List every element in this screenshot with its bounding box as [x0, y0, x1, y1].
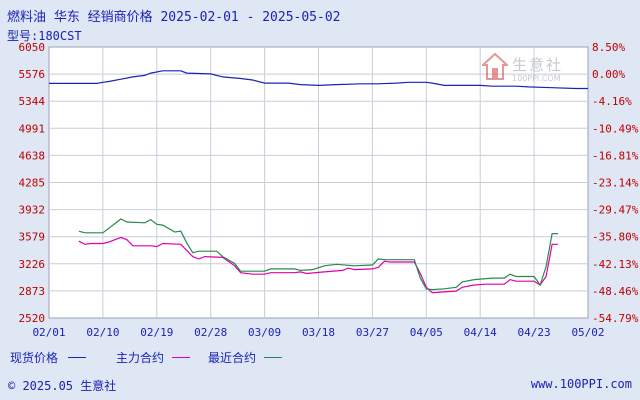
- x-tick-label: 04/14: [464, 326, 497, 339]
- x-tick-label: 02/28: [194, 326, 227, 339]
- x-tick-label: 03/18: [302, 326, 335, 339]
- y-tick-label-right: 8.50%: [592, 41, 625, 54]
- legend-main-line: [172, 357, 191, 358]
- watermark-url: 100PPI.COM: [512, 74, 561, 83]
- copyright: © 2025.05 生意社: [8, 379, 117, 393]
- y-tick-label-right: -54.79%: [592, 312, 639, 325]
- x-tick-label: 02/01: [32, 326, 65, 339]
- x-tick-label: 02/10: [86, 326, 119, 339]
- x-tick-label: 03/09: [248, 326, 281, 339]
- y-tick-label-left: 3932: [19, 204, 46, 217]
- y-tick-label-left: 6050: [19, 41, 46, 54]
- y-tick-label-left: 5576: [19, 68, 46, 81]
- legend-item-near: 最近合约: [208, 349, 283, 366]
- y-tick-label-left: 3579: [19, 231, 46, 244]
- y-tick-label-right: -16.81%: [592, 149, 639, 162]
- y-tick-label-left: 4991: [19, 122, 46, 135]
- y-tick-label-left: 3226: [19, 258, 46, 271]
- y-tick-label-left: 2520: [19, 312, 46, 325]
- series-line-spot: [49, 70, 588, 90]
- watermark: 生意社 100PPI.COM: [482, 50, 582, 90]
- legend-main-label: 主力合约: [116, 351, 165, 365]
- y-tick-label-right: -23.14%: [592, 177, 639, 190]
- y-tick-label-right: -4.16%: [592, 95, 632, 108]
- y-tick-label-right: -29.47%: [592, 204, 639, 217]
- y-tick-label-left: 2873: [19, 285, 46, 298]
- watermark-name: 生意社: [512, 56, 564, 74]
- series-line-near: [78, 218, 559, 291]
- legend-item-main: 主力合约: [116, 349, 191, 366]
- y-tick-label-right: -42.13%: [592, 258, 639, 271]
- y-tick-label-left: 4638: [19, 149, 46, 162]
- x-tick-label: 04/23: [518, 326, 551, 339]
- legend-spot-label: 现货价格: [10, 351, 59, 365]
- legend: 现货价格 主力合约 最近合约: [10, 349, 300, 366]
- x-tick-label: 03/27: [356, 326, 389, 339]
- y-tick-label-left: 4285: [19, 177, 46, 190]
- x-tick-label: 02/19: [140, 326, 173, 339]
- legend-near-line: [264, 357, 283, 358]
- legend-spot-line: [68, 357, 87, 358]
- y-tick-label-right: -48.46%: [592, 285, 639, 298]
- x-tick-label: 05/02: [571, 326, 604, 339]
- series-line-main: [78, 236, 559, 294]
- y-tick-label-left: 5344: [19, 95, 46, 108]
- house-logo-icon: [482, 52, 508, 80]
- y-tick-label-right: 0.00%: [592, 68, 625, 81]
- legend-near-label: 最近合约: [208, 351, 257, 365]
- model-label: 型号:180CST: [7, 29, 82, 43]
- x-tick-label: 04/05: [410, 326, 443, 339]
- page-title: 燃料油 华东 经销商价格 2025-02-01 - 2025-05-02: [7, 10, 341, 25]
- site-link[interactable]: www.100PPI.com: [530, 377, 632, 391]
- y-tick-label-right: -10.49%: [592, 122, 639, 135]
- y-tick-label-right: -35.80%: [592, 231, 639, 244]
